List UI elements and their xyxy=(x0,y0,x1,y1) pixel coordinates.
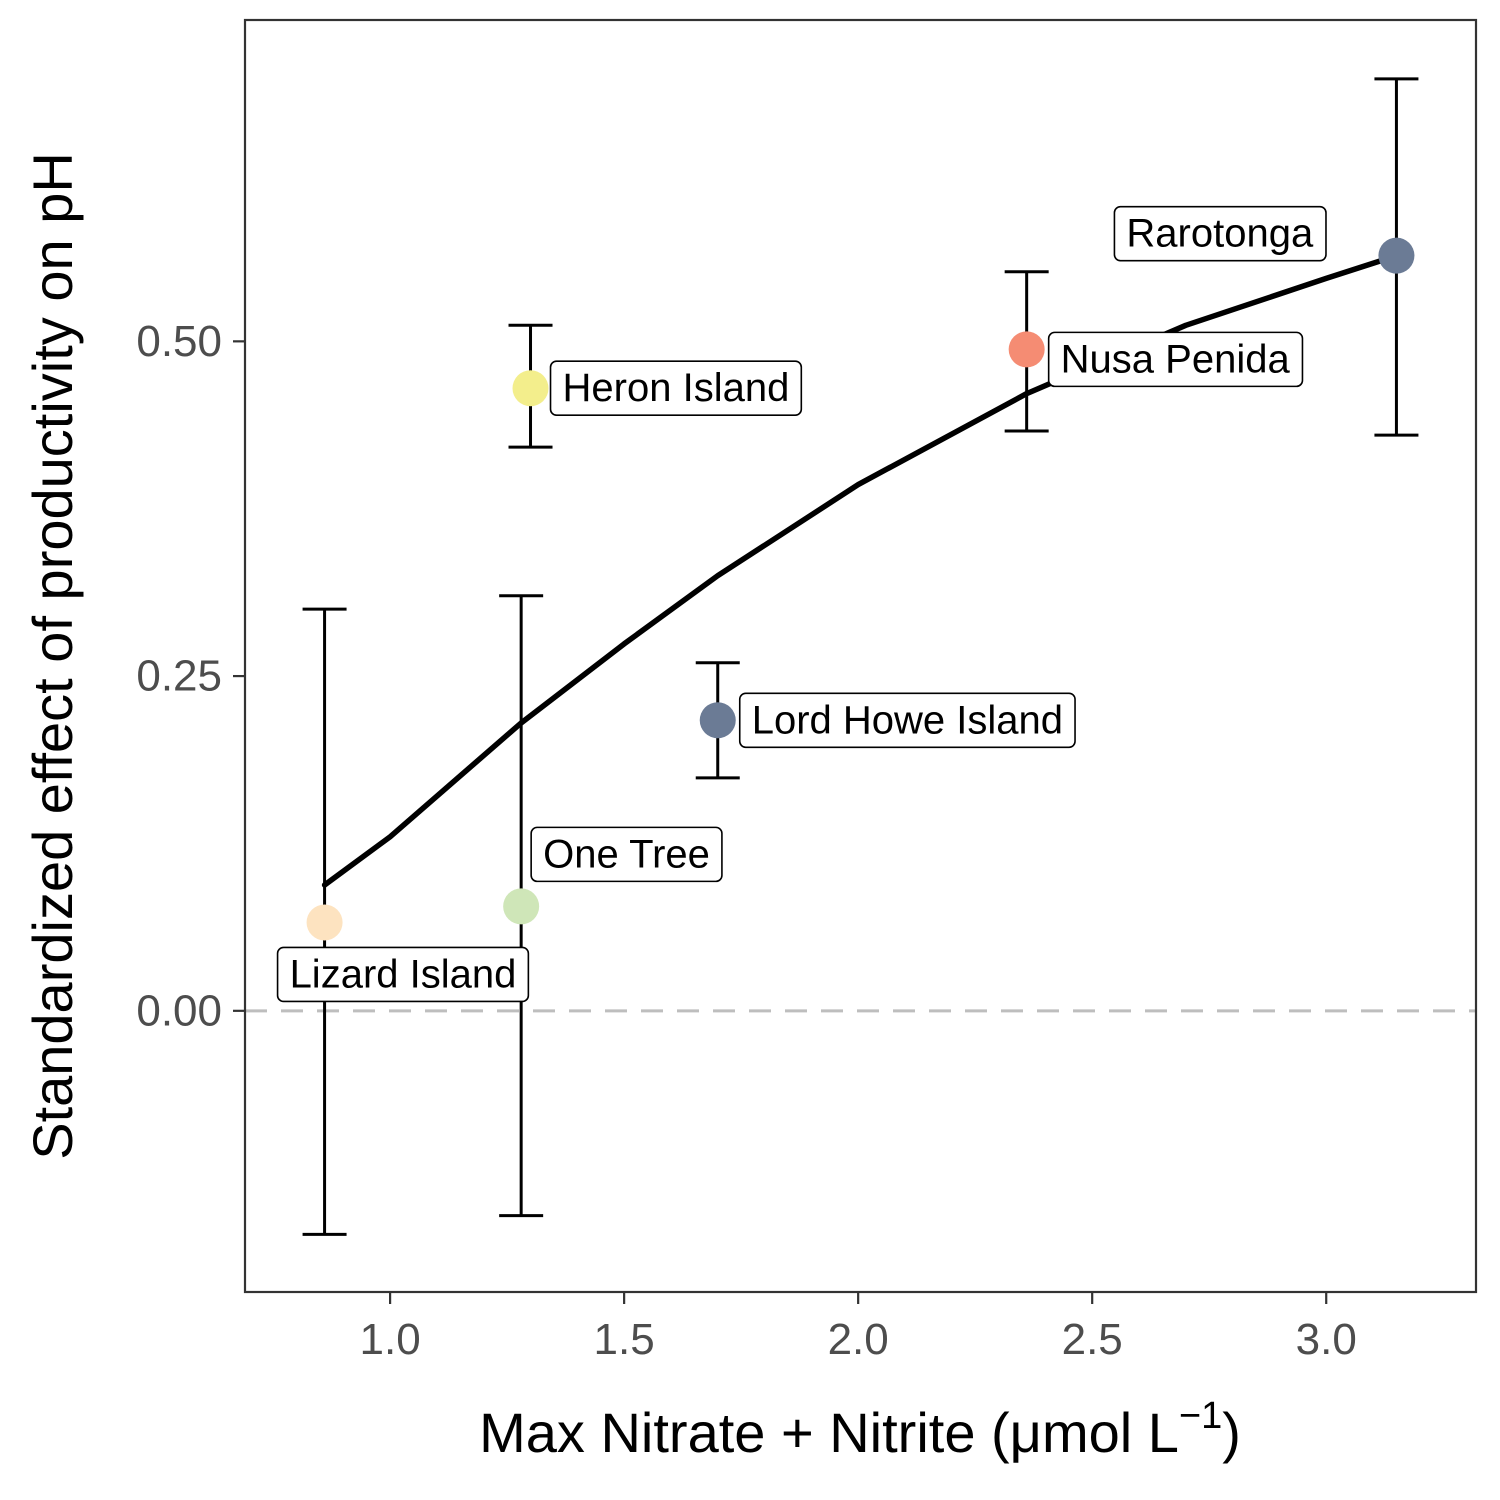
site-label: Nusa Penida xyxy=(1047,331,1304,388)
fit-line xyxy=(321,252,1400,888)
site-label: One Tree xyxy=(530,826,723,883)
fit-line-layer xyxy=(321,252,1400,888)
y-tick-label: 0.50 xyxy=(136,317,222,366)
site-label-box xyxy=(530,826,723,883)
site-label-text: Rarotonga xyxy=(1126,212,1314,256)
site-label-box xyxy=(549,360,803,417)
x-axis-title-close: ) xyxy=(1222,1401,1241,1464)
site-label-text: Heron Island xyxy=(563,366,790,410)
data-point xyxy=(512,370,549,407)
site-label-layer: Lizard Island One Tree Heron Island Lord Ho… xyxy=(276,205,1327,1003)
site-label-box xyxy=(738,692,1076,749)
data-point xyxy=(699,702,736,739)
site-label-text: Nusa Penida xyxy=(1061,337,1291,381)
data-point xyxy=(503,888,540,925)
y-axis-ticks: 0.00 0.25 0.50 xyxy=(136,317,245,1035)
data-point xyxy=(306,904,343,941)
x-axis-title: Max Nitrate + Nitrite (μmol L−1) xyxy=(479,1395,1241,1464)
x-tick-label: 2.5 xyxy=(1062,1315,1123,1364)
x-tick-label: 1.0 xyxy=(360,1315,421,1364)
x-axis-title-main: Max Nitrate + Nitrite (μmol L xyxy=(479,1401,1179,1464)
x-axis-title-superscript: −1 xyxy=(1179,1395,1222,1437)
x-tick-label: 2.0 xyxy=(828,1315,889,1364)
site-label-text: Lizard Island xyxy=(290,952,517,996)
data-point xyxy=(1008,331,1045,368)
site-label-box xyxy=(1047,331,1304,388)
data-point-layer xyxy=(306,237,1415,941)
site-label-text: One Tree xyxy=(543,832,710,876)
x-axis-ticks: 1.0 1.5 2.0 2.5 3.0 xyxy=(360,1292,1357,1364)
data-point xyxy=(1378,237,1415,274)
x-tick-label: 3.0 xyxy=(1296,1315,1357,1364)
x-tick-label: 1.5 xyxy=(594,1315,655,1364)
site-label-text: Lord Howe Island xyxy=(752,698,1063,742)
site-label-box xyxy=(1113,205,1327,262)
site-label: Lizard Island xyxy=(276,946,530,1003)
site-label: Lord Howe Island xyxy=(738,692,1076,749)
site-label: Heron Island xyxy=(549,360,803,417)
y-axis-title: Standardized effect of productivity on p… xyxy=(21,152,84,1160)
site-label: Rarotonga xyxy=(1113,205,1327,262)
y-tick-label: 0.25 xyxy=(136,652,222,701)
plot-panel-border xyxy=(243,18,1478,1294)
y-tick-label: 0.00 xyxy=(136,986,222,1035)
site-label-box xyxy=(276,946,530,1003)
